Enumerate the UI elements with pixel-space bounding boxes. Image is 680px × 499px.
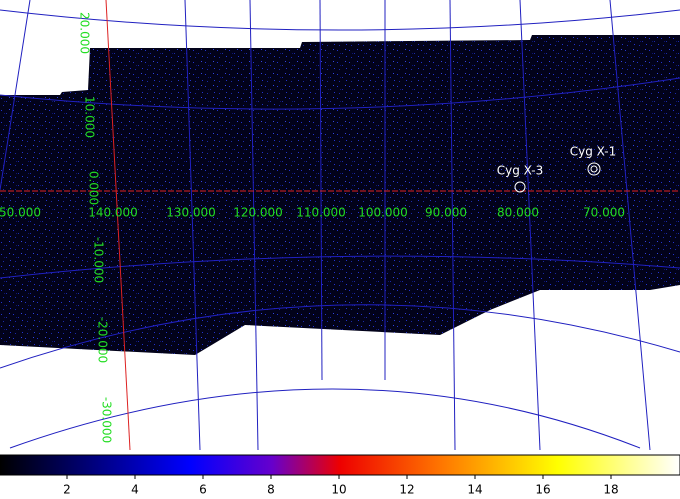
colorbar-tick-label: 14 — [467, 483, 482, 497]
colorbar-tick-label: 16 — [535, 483, 550, 497]
coordinate-grid — [0, 0, 680, 451]
colorbar-tick-label: 10 — [331, 483, 346, 497]
colorbar-tick-label: 18 — [603, 483, 618, 497]
longitude-labels: 50.000 140.000 130.000 120.000 110.000 100.00… — [0, 206, 625, 220]
longitude-label: 80.000 — [497, 206, 539, 220]
longitude-label: 50.000 — [0, 206, 41, 220]
latitude-label: -10.000 — [92, 237, 106, 283]
longitude-label: 110.000 — [296, 206, 346, 220]
survey-band — [0, 35, 680, 355]
longitude-label: 70.000 — [583, 206, 625, 220]
latitude-label: 20.000 — [78, 12, 92, 54]
longitude-label: 120.000 — [233, 206, 283, 220]
latitude-label: -20.000 — [96, 317, 110, 363]
colorbar-tick-label: 2 — [63, 483, 71, 497]
latitude-labels: 20.000 10.000 0.000 -10.000 -20.000 -30.000 — [78, 12, 114, 443]
meridian-line — [105, 0, 131, 451]
colorbar-tick-label: 12 — [399, 483, 414, 497]
longitude-label: 90.000 — [425, 206, 467, 220]
longitude-label: 130.000 — [166, 206, 216, 220]
latitude-label: 10.000 — [83, 96, 97, 138]
colorbar-tick-label: 8 — [267, 483, 275, 497]
source-label: Cyg X-3 — [497, 164, 544, 178]
source-markers — [514, 162, 601, 193]
colorbar-tick-label: 6 — [199, 483, 207, 497]
latitude-label: 0.000 — [87, 171, 101, 205]
colorbar-tick-label: 4 — [131, 483, 139, 497]
longitude-label: 140.000 — [88, 206, 138, 220]
colorbar — [0, 454, 680, 476]
source-label: Cyg X-1 — [570, 145, 617, 159]
latitude-label: -30.000 — [100, 397, 114, 443]
longitude-label: 100.000 — [358, 206, 408, 220]
colorbar-ticks: 2 4 6 8 10 12 14 16 18 — [63, 475, 619, 497]
